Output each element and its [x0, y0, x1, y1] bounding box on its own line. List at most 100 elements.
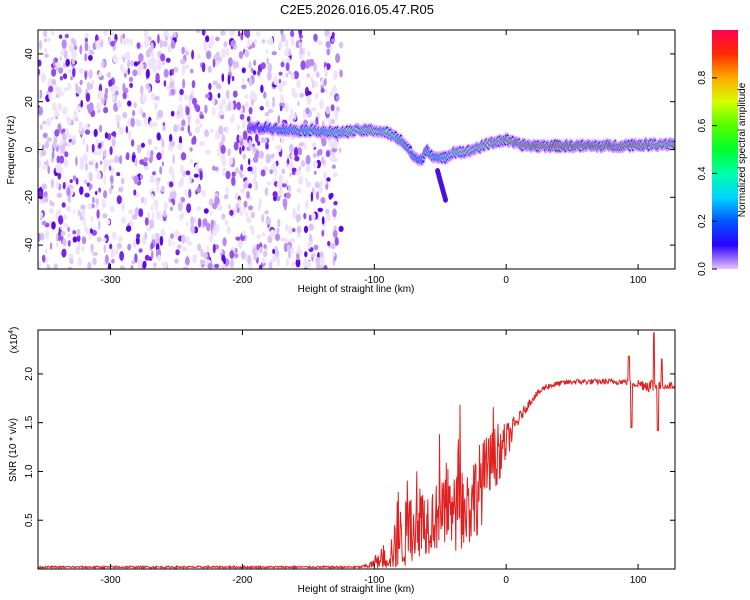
noise-speckle [300, 160, 306, 168]
noise-speckle [46, 137, 53, 142]
noise-speckle [41, 183, 47, 190]
noise-speckle [206, 244, 209, 253]
noise-speckle [109, 158, 115, 163]
noise-speckle [115, 90, 119, 96]
noise-speckle [114, 155, 120, 163]
noise-speckle [44, 47, 48, 53]
noise-speckle [130, 60, 134, 67]
noise-speckle [85, 32, 89, 38]
noise-speckle [209, 233, 214, 243]
noise-speckle [294, 155, 300, 162]
noise-speckle [156, 63, 162, 71]
noise-speckle [92, 159, 95, 164]
noise-speckle [248, 158, 251, 166]
noise-speckle [171, 68, 175, 76]
noise-speckle [54, 109, 59, 118]
noise-speckle [304, 177, 308, 183]
noise-speckle [156, 177, 161, 182]
colorbar-label: Normalized spectral amplitude [737, 82, 748, 217]
noise-speckle [281, 80, 288, 87]
noise-speckle [261, 213, 264, 223]
y-tick-label: 0.5 [24, 513, 35, 527]
noise-speckle [331, 38, 335, 43]
noise-speckle [67, 82, 72, 91]
noise-speckle [186, 203, 192, 214]
noise-speckle [244, 180, 248, 188]
noise-speckle [108, 165, 112, 171]
noise-speckle [313, 62, 317, 72]
noise-speckle [125, 225, 132, 232]
noise-speckle [247, 166, 253, 172]
noise-speckle [85, 92, 91, 103]
noise-speckle [251, 98, 254, 107]
noise-speckle [150, 242, 154, 250]
noise-speckle [220, 114, 225, 120]
noise-speckle [236, 101, 241, 111]
noise-speckle [261, 257, 266, 264]
noise-speckle [68, 42, 75, 53]
noise-speckle [61, 39, 67, 50]
noise-speckle [57, 208, 62, 216]
noise-speckle [287, 158, 290, 165]
noise-speckle [150, 205, 154, 212]
colorbar-tick-label: 0.6 [697, 118, 708, 132]
noise-speckle [72, 230, 77, 235]
noise-speckle [76, 104, 80, 110]
noise-speckle [58, 67, 64, 74]
noise-speckle [71, 59, 76, 65]
noise-speckle [215, 36, 220, 42]
noise-speckle [79, 79, 83, 86]
noise-speckle [168, 181, 174, 188]
noise-speckle [233, 141, 239, 151]
noise-speckle [305, 164, 311, 173]
noise-speckle [244, 101, 249, 109]
noise-speckle [284, 49, 289, 57]
noise-speckle [222, 167, 227, 172]
noise-speckle [79, 186, 84, 195]
noise-speckle [223, 41, 228, 47]
noise-speckle [139, 107, 144, 116]
noise-speckle [138, 248, 143, 253]
noise-speckle [75, 156, 78, 167]
noise-speckle [325, 208, 330, 215]
noise-speckle [243, 200, 248, 208]
noise-speckle [284, 39, 289, 48]
noise-speckle [161, 261, 164, 268]
noise-speckle [51, 68, 57, 77]
snr-frame [37, 329, 676, 570]
noise-speckle [121, 202, 125, 212]
noise-speckle [308, 214, 312, 222]
noise-speckle [266, 57, 269, 65]
noise-speckle [155, 211, 160, 220]
noise-speckle [203, 44, 208, 52]
noise-speckle [287, 185, 291, 192]
noise-speckle [305, 154, 311, 165]
noise-speckle [69, 258, 74, 265]
noise-speckle [178, 214, 182, 220]
noise-speckle [134, 207, 140, 217]
noise-speckle [103, 157, 108, 167]
noise-speckle [243, 206, 246, 213]
noise-speckle [70, 76, 73, 81]
noise-speckle [298, 142, 305, 147]
noise-speckle [311, 212, 316, 221]
noise-speckle [199, 141, 205, 147]
noise-speckle [51, 221, 56, 230]
noise-speckle [201, 62, 206, 73]
noise-speckle [42, 132, 48, 139]
noise-speckle [116, 195, 122, 205]
noise-speckle [124, 52, 129, 61]
noise-speckle [250, 211, 255, 219]
noise-speckle [308, 58, 315, 67]
noise-speckle [115, 248, 119, 256]
noise-speckle [182, 78, 186, 89]
noise-speckle [102, 213, 108, 219]
noise-speckle [264, 187, 269, 196]
noise-speckle [116, 242, 122, 250]
noise-speckle [325, 150, 330, 158]
noise-speckle [153, 262, 157, 268]
x-tick-label: -300 [101, 575, 121, 586]
noise-speckle [229, 156, 233, 165]
noise-speckle [275, 77, 279, 86]
spectrogram-image [38, 30, 675, 269]
